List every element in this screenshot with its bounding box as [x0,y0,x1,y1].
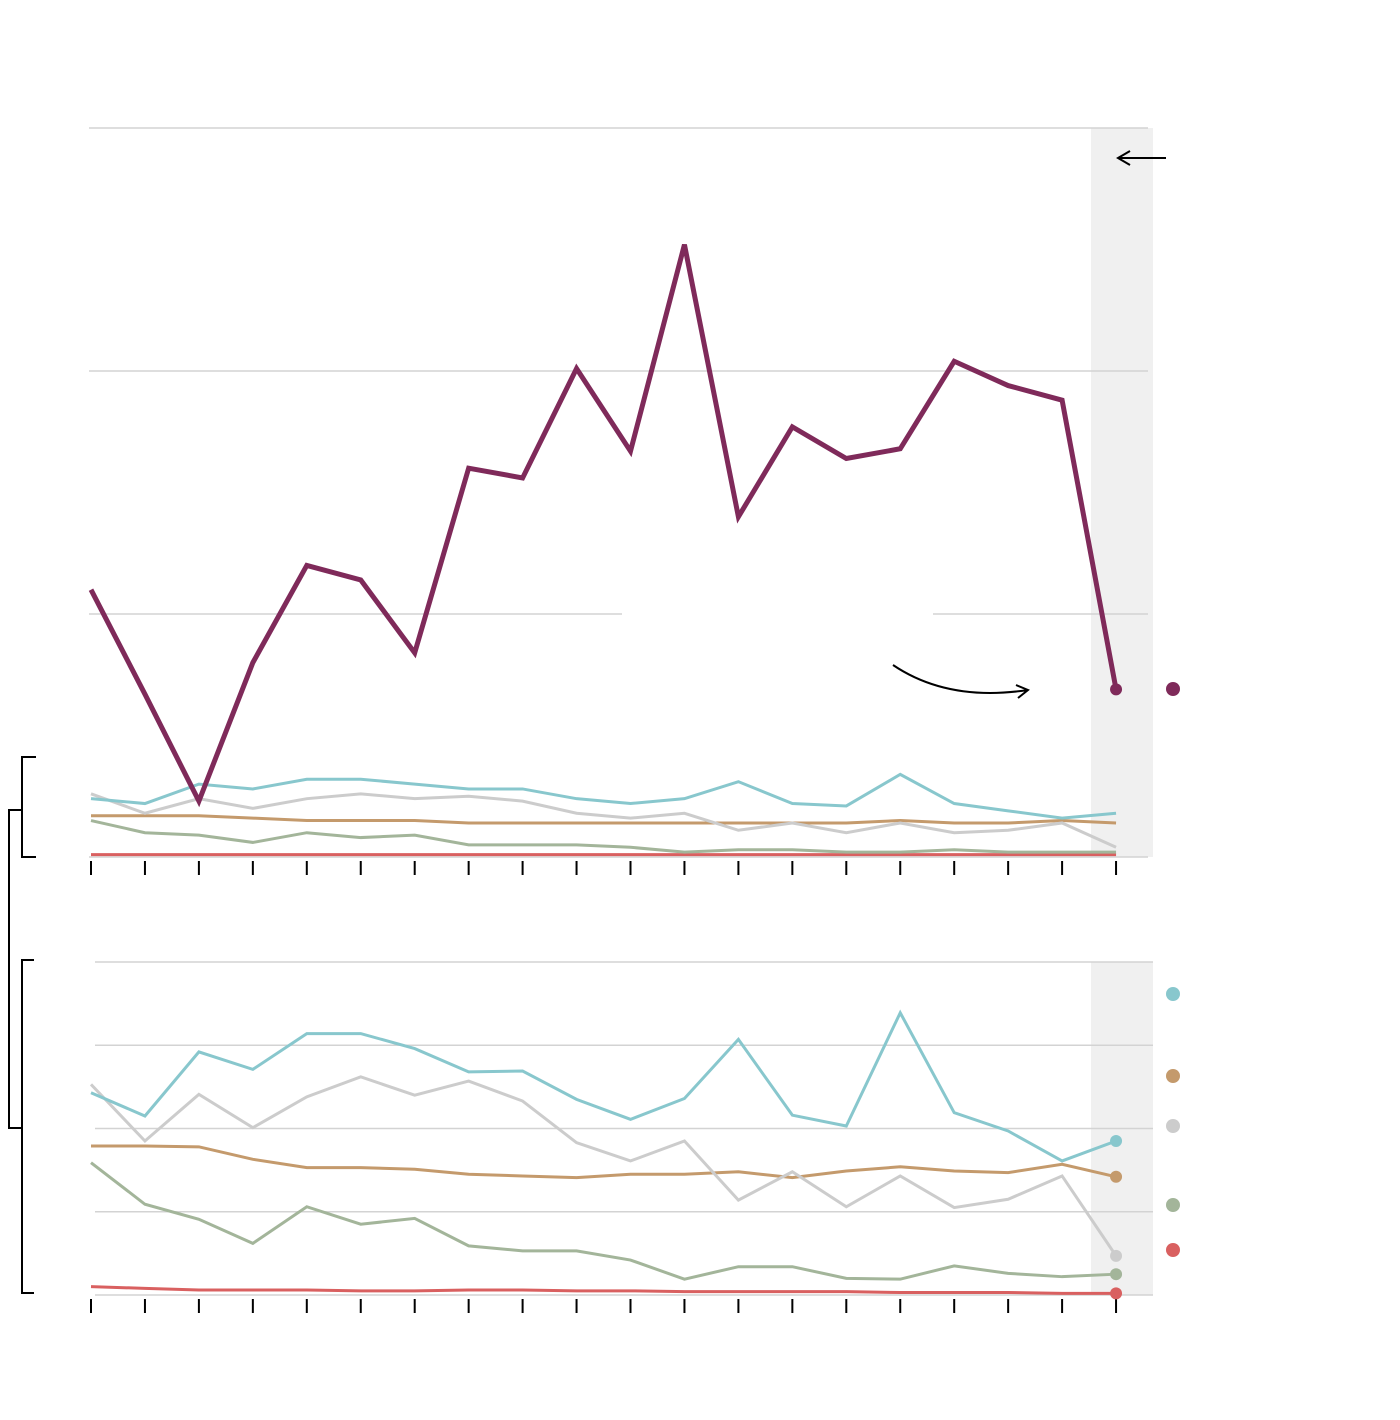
legend-dot [1166,1119,1180,1133]
bracket [21,959,34,1294]
end-dot [1110,1268,1123,1281]
series-line [90,819,1117,854]
series-line [91,1144,1117,1180]
series-line [88,244,1119,808]
series-line [90,772,1117,820]
legend-dots [1166,682,1180,1257]
end-dot [1110,1134,1123,1147]
highlight-band [1091,128,1153,857]
legend-dot [1166,1069,1180,1083]
legend-dot [1166,1243,1180,1257]
legend-dot [1166,682,1180,696]
bracket [8,809,22,1129]
series-line [90,1285,1117,1295]
annotation-arrows [892,150,1166,699]
end-dot [1110,683,1123,696]
brackets [8,756,36,1294]
legend-dot [1166,987,1180,1001]
series-line [90,792,1117,849]
series-line [90,1161,1117,1281]
end-dot [1110,1170,1123,1183]
series-line [89,1075,1118,1257]
legend-dot [1166,1198,1180,1212]
end-dot [1110,1287,1123,1300]
end-dot [1110,1249,1123,1262]
arrow [1116,150,1166,166]
bracket [21,756,36,858]
series-line [90,1009,1117,1163]
arrow [892,664,1030,699]
series-line [91,814,1117,825]
